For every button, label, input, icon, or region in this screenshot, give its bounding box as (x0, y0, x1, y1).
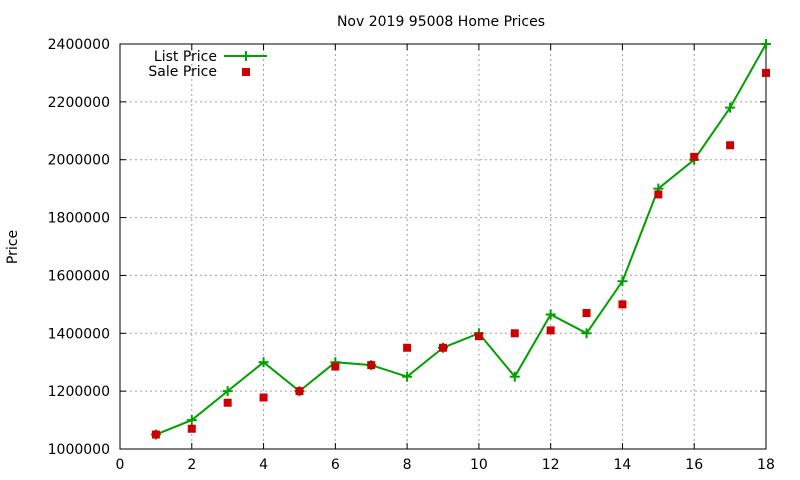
x-tick-label: 2 (187, 457, 196, 473)
y-tick-label: 1600000 (48, 268, 110, 284)
data-point-plus (761, 39, 771, 49)
legend-label-sale-price: Sale Price (148, 64, 217, 80)
x-tick-label: 6 (331, 457, 340, 473)
legend: List Price Sale Price (148, 49, 267, 80)
x-tick-label: 18 (757, 457, 775, 473)
data-point-square (726, 141, 735, 150)
data-point-plus (402, 371, 413, 382)
data-point-square (654, 190, 663, 199)
legend-label-list-price: List Price (154, 49, 217, 65)
series-line (155, 43, 767, 436)
data-point-square (439, 343, 447, 352)
data-point-square (582, 309, 591, 318)
y-tick-label: 1400000 (48, 326, 110, 342)
data-point-plus (545, 309, 556, 320)
data-point-square (690, 152, 699, 161)
x-tick-label: 0 (116, 457, 125, 473)
x-tick-label: 14 (614, 457, 632, 473)
y-tick-label: 1000000 (48, 442, 110, 458)
data-point-plus (258, 357, 269, 368)
y-tick-label: 1800000 (48, 211, 110, 227)
legend-marker-sale-price (242, 68, 250, 76)
y-axis-label: Price (5, 230, 21, 264)
y-tick-label: 2200000 (48, 95, 110, 111)
x-tick-label: 12 (542, 457, 560, 473)
data-point-square (223, 398, 232, 407)
series-sale-price (151, 68, 770, 439)
x-tick-label: 4 (259, 457, 268, 473)
x-tick-label: 10 (470, 457, 488, 473)
axis-ticks: 0 2 4 6 8 10 12 14 16 18 1000000 1200000 1400000 1600… (48, 37, 775, 473)
x-tick-label: 8 (403, 457, 412, 473)
data-point-plus (186, 415, 197, 426)
data-point-square (403, 343, 412, 352)
data-point-plus (222, 386, 233, 397)
y-tick-label: 2000000 (48, 153, 110, 169)
x-tick-label: 16 (685, 457, 703, 473)
legend-marker-list-price (241, 51, 251, 61)
data-point-square (187, 424, 196, 433)
series-layer (150, 39, 771, 440)
data-point-square (331, 362, 340, 371)
grid-lines (120, 44, 766, 449)
data-point-square (546, 326, 555, 335)
data-point-square (618, 300, 627, 309)
data-point-plus (509, 371, 520, 382)
data-point-plus (725, 102, 736, 113)
chart-title: Nov 2019 95008 Home Prices (337, 14, 545, 30)
data-point-square (259, 393, 268, 402)
data-point-plus (617, 276, 628, 287)
data-point-plus (581, 328, 592, 339)
y-tick-label: 2400000 (48, 37, 110, 53)
data-point-square (295, 387, 304, 396)
data-point-square (762, 68, 770, 77)
data-point-square (151, 430, 160, 439)
data-point-square (474, 332, 483, 341)
y-tick-label: 1200000 (48, 384, 110, 400)
data-point-square (510, 329, 519, 338)
data-point-square (367, 361, 376, 370)
plot-frame (119, 43, 767, 450)
series-list-price (150, 39, 771, 440)
